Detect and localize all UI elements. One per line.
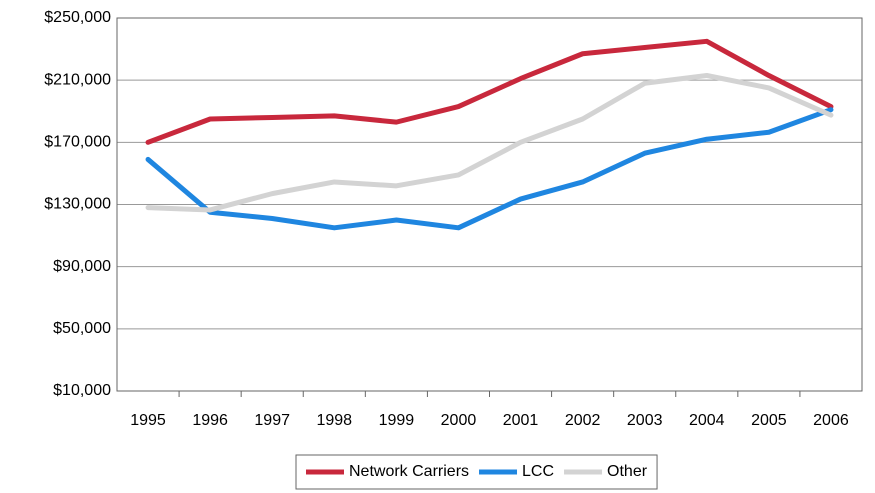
legend-label: Other: [607, 463, 648, 480]
x-tick-label: 1999: [379, 412, 415, 429]
y-tick-label: $50,000: [53, 320, 111, 337]
y-tick-label: $170,000: [44, 134, 111, 151]
x-tick-label: 1996: [192, 412, 228, 429]
x-tick-label: 2001: [503, 412, 539, 429]
x-tick-label: 2002: [565, 412, 601, 429]
y-tick-label: $250,000: [44, 9, 111, 26]
x-tick-label: 2004: [689, 412, 725, 429]
line-series: [145, 107, 834, 231]
legend-label: LCC: [522, 463, 554, 480]
x-tick-label: 2003: [627, 412, 663, 429]
y-tick-label: $210,000: [44, 71, 111, 88]
x-tick-label: 1997: [254, 412, 290, 429]
x-tick-label: 2005: [751, 412, 787, 429]
x-tick-label: 2006: [813, 412, 849, 429]
y-tick-label: $10,000: [53, 382, 111, 399]
y-tick-label: $130,000: [44, 196, 111, 213]
x-tick-label: 1998: [316, 412, 352, 429]
x-tick-label: 1995: [130, 412, 166, 429]
x-tick-label: 2000: [441, 412, 477, 429]
line-series: [145, 73, 834, 213]
line-series: [145, 38, 834, 145]
legend-label: Network Carriers: [349, 463, 469, 480]
y-tick-label: $90,000: [53, 258, 111, 275]
